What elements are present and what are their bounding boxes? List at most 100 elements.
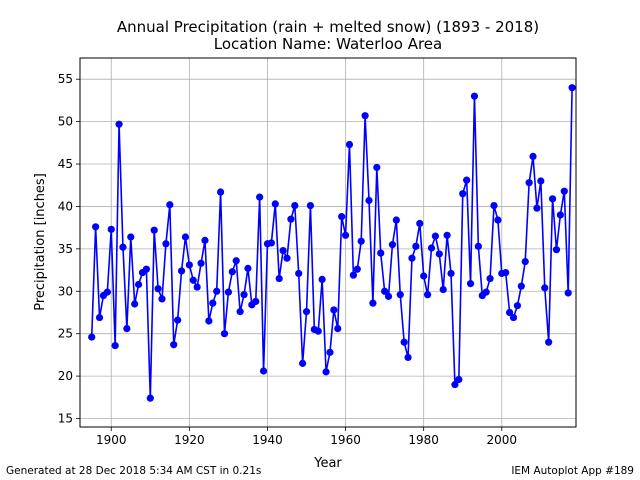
data-point xyxy=(373,163,381,172)
data-point xyxy=(513,302,522,310)
data-point xyxy=(529,152,537,160)
y-tick-label: 55 xyxy=(58,72,73,86)
data-point xyxy=(525,179,533,187)
data-point xyxy=(494,216,502,224)
data-point xyxy=(443,231,451,239)
data-point xyxy=(556,211,564,219)
data-point xyxy=(177,267,186,275)
data-point xyxy=(334,325,342,333)
data-point xyxy=(232,257,240,265)
data-point xyxy=(420,272,428,280)
app-credit: IEM Autoplot App #189 xyxy=(511,465,634,477)
data-point xyxy=(537,177,545,185)
data-point xyxy=(521,257,529,266)
data-point xyxy=(455,375,463,384)
x-tick-label: 1920 xyxy=(174,433,205,447)
data-point xyxy=(134,280,143,289)
data-point xyxy=(271,200,279,208)
data-point xyxy=(466,280,475,288)
data-point xyxy=(388,241,397,249)
data-point xyxy=(400,338,408,346)
data-point xyxy=(213,287,221,295)
data-point xyxy=(142,265,150,273)
data-point xyxy=(95,313,104,322)
data-point xyxy=(259,367,268,375)
data-point xyxy=(447,269,455,278)
data-point xyxy=(408,254,416,262)
y-tick-label: 50 xyxy=(58,115,73,129)
data-point xyxy=(287,215,295,223)
data-point xyxy=(92,223,100,231)
data-point xyxy=(283,254,291,262)
data-point xyxy=(451,380,459,389)
y-tick-label: 35 xyxy=(58,242,73,256)
data-point xyxy=(369,299,377,307)
data-point xyxy=(423,291,432,299)
data-point xyxy=(435,250,443,258)
data-point xyxy=(256,193,264,201)
data-point xyxy=(127,233,135,241)
data-point xyxy=(412,242,420,250)
data-point xyxy=(541,284,549,292)
data-point xyxy=(564,289,572,297)
data-point xyxy=(275,274,283,283)
x-tick-label: 1960 xyxy=(330,433,361,447)
data-point xyxy=(392,216,400,224)
x-tick-label: 1980 xyxy=(408,433,439,447)
data-point xyxy=(299,359,307,367)
data-point xyxy=(361,112,369,120)
data-point xyxy=(439,285,447,294)
data-point xyxy=(318,275,326,283)
data-point xyxy=(220,330,229,338)
data-point xyxy=(349,271,357,279)
data-point xyxy=(111,341,119,350)
precipitation-series xyxy=(88,84,576,402)
data-point xyxy=(365,196,373,205)
data-point xyxy=(154,285,162,293)
data-point xyxy=(341,231,350,239)
data-point xyxy=(228,268,236,276)
data-point xyxy=(224,288,233,296)
data-point xyxy=(517,282,525,290)
x-tick-label: 1900 xyxy=(96,433,127,447)
y-tick-label: 30 xyxy=(58,284,73,298)
data-point xyxy=(353,265,361,273)
data-point xyxy=(533,204,541,212)
data-point xyxy=(162,240,170,248)
data-point xyxy=(119,243,127,251)
data-point xyxy=(201,236,209,244)
data-point xyxy=(552,246,561,254)
data-point xyxy=(396,291,404,299)
data-point xyxy=(131,300,139,308)
data-point xyxy=(88,333,96,341)
x-tick-label: 2000 xyxy=(487,433,518,447)
y-tick-label: 25 xyxy=(58,327,73,341)
data-point xyxy=(115,120,123,128)
data-point xyxy=(548,195,557,203)
data-point xyxy=(174,316,182,324)
y-tick-label: 20 xyxy=(58,369,73,383)
data-point xyxy=(295,269,303,278)
data-point xyxy=(185,261,193,269)
data-point xyxy=(568,84,576,92)
data-point xyxy=(509,313,518,322)
data-point xyxy=(240,291,248,299)
data-point xyxy=(404,353,412,362)
data-point xyxy=(345,140,354,149)
data-point xyxy=(322,368,330,376)
data-point xyxy=(490,202,498,210)
y-tick-label: 45 xyxy=(58,157,73,171)
data-point xyxy=(209,299,217,307)
data-point xyxy=(216,188,225,196)
data-point xyxy=(381,287,389,295)
y-tick-label: 15 xyxy=(58,412,73,426)
data-point xyxy=(107,225,115,233)
generated-timestamp: Generated at 28 Dec 2018 5:34 AM CST in … xyxy=(6,465,262,477)
data-point xyxy=(545,338,553,346)
plot-frame xyxy=(79,57,577,428)
data-point xyxy=(416,219,424,228)
y-tick-label: 40 xyxy=(58,199,73,213)
data-point xyxy=(502,269,510,277)
data-point xyxy=(314,327,322,335)
